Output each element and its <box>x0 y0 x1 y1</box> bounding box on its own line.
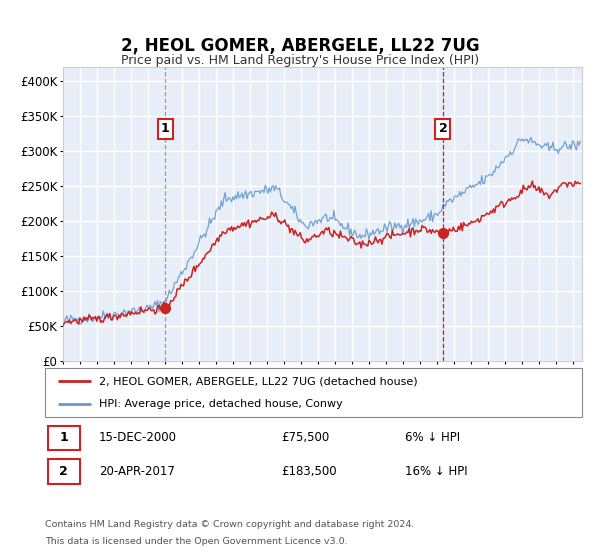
FancyBboxPatch shape <box>47 459 80 484</box>
Text: 2, HEOL GOMER, ABERGELE, LL22 7UG: 2, HEOL GOMER, ABERGELE, LL22 7UG <box>121 38 479 55</box>
FancyBboxPatch shape <box>45 368 582 417</box>
Text: £183,500: £183,500 <box>281 465 337 478</box>
Text: HPI: Average price, detached house, Conwy: HPI: Average price, detached house, Conw… <box>98 399 343 409</box>
Text: 15-DEC-2000: 15-DEC-2000 <box>98 431 176 445</box>
Text: This data is licensed under the Open Government Licence v3.0.: This data is licensed under the Open Gov… <box>45 537 347 546</box>
Text: 6% ↓ HPI: 6% ↓ HPI <box>405 431 460 445</box>
Text: Price paid vs. HM Land Registry's House Price Index (HPI): Price paid vs. HM Land Registry's House … <box>121 54 479 67</box>
Text: Contains HM Land Registry data © Crown copyright and database right 2024.: Contains HM Land Registry data © Crown c… <box>45 520 415 529</box>
Text: 20-APR-2017: 20-APR-2017 <box>98 465 175 478</box>
Text: 1: 1 <box>161 123 169 136</box>
Text: £75,500: £75,500 <box>281 431 329 445</box>
Text: 2, HEOL GOMER, ABERGELE, LL22 7UG (detached house): 2, HEOL GOMER, ABERGELE, LL22 7UG (detac… <box>98 376 418 386</box>
Text: 2: 2 <box>439 123 448 136</box>
Text: 1: 1 <box>59 431 68 445</box>
FancyBboxPatch shape <box>47 426 80 450</box>
Text: 2: 2 <box>59 465 68 478</box>
Text: 16% ↓ HPI: 16% ↓ HPI <box>405 465 467 478</box>
